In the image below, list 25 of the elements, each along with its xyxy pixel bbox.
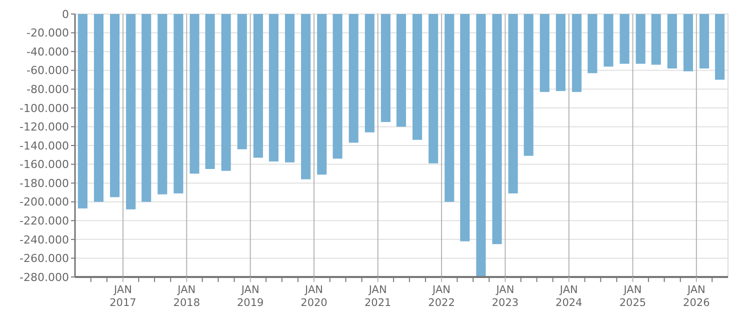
x-tick-label: JAN 2025 bbox=[619, 284, 646, 309]
x-tick-label: JAN 2020 bbox=[300, 284, 328, 309]
y-tick-label: -180.000 bbox=[20, 176, 69, 190]
x-tick-label: JAN 2018 bbox=[173, 284, 200, 309]
x-tick-label: JAN 2022 bbox=[428, 284, 455, 309]
x-tick-label: JAN 2024 bbox=[556, 284, 583, 309]
x-tick-label: JAN 2023 bbox=[492, 284, 519, 309]
y-tick-label: -40.000 bbox=[26, 45, 69, 58]
x-tick-label: JAN 2019 bbox=[236, 284, 264, 309]
y-tick-label: -60.000 bbox=[26, 64, 69, 78]
y-tick-label: -280.000 bbox=[20, 270, 69, 284]
y-tick-label: -20.000 bbox=[26, 26, 69, 40]
x-tick-label: JAN 2021 bbox=[364, 284, 392, 309]
y-tick-label: -100.000 bbox=[20, 102, 69, 115]
y-tick-label: -200.000 bbox=[20, 196, 69, 209]
x-tick-label: JAN 2026 bbox=[683, 284, 710, 309]
y-tick-label: 0 bbox=[62, 8, 69, 21]
y-tick-label: -220.000 bbox=[20, 214, 69, 228]
y-tick-label: -160.000 bbox=[20, 158, 69, 172]
y-tick-label: -80.000 bbox=[26, 82, 69, 96]
y-tick-label: -260.000 bbox=[20, 252, 69, 266]
x-tick-label: JAN 2017 bbox=[110, 284, 136, 309]
y-tick-label: -240.000 bbox=[20, 233, 69, 246]
y-tick-label: -140.000 bbox=[20, 139, 69, 152]
y-tick-label: -120.000 bbox=[20, 120, 69, 134]
